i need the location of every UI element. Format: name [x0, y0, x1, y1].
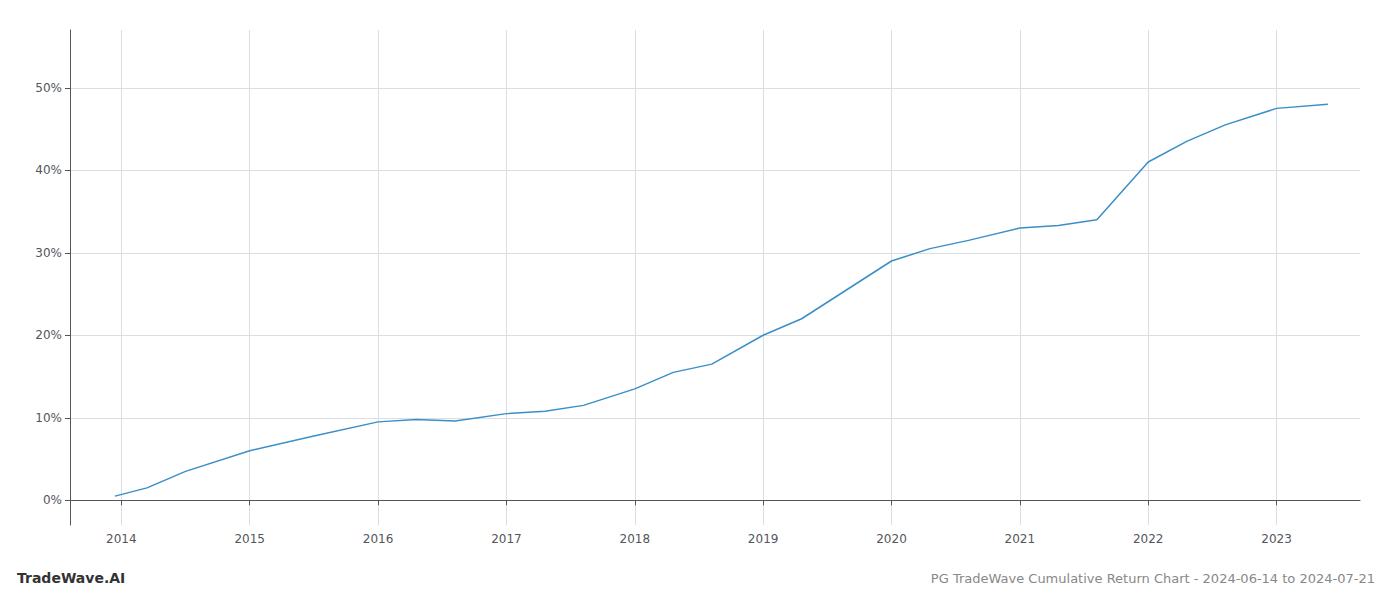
svg-text:20%: 20%: [35, 328, 62, 342]
svg-text:30%: 30%: [35, 246, 62, 260]
svg-text:2023: 2023: [1261, 532, 1292, 546]
svg-text:10%: 10%: [35, 411, 62, 425]
svg-text:50%: 50%: [35, 81, 62, 95]
svg-text:2018: 2018: [620, 532, 651, 546]
svg-text:2021: 2021: [1005, 532, 1036, 546]
svg-text:2014: 2014: [106, 532, 137, 546]
svg-text:2016: 2016: [363, 532, 394, 546]
svg-text:2022: 2022: [1133, 532, 1164, 546]
svg-text:2019: 2019: [748, 532, 779, 546]
svg-text:40%: 40%: [35, 163, 62, 177]
svg-text:TradeWave.AI: TradeWave.AI: [17, 570, 125, 586]
svg-text:2020: 2020: [876, 532, 907, 546]
svg-text:2017: 2017: [491, 532, 522, 546]
svg-text:PG TradeWave Cumulative Return: PG TradeWave Cumulative Return Chart - 2…: [931, 571, 1375, 586]
svg-text:0%: 0%: [43, 493, 62, 507]
svg-text:2015: 2015: [234, 532, 265, 546]
